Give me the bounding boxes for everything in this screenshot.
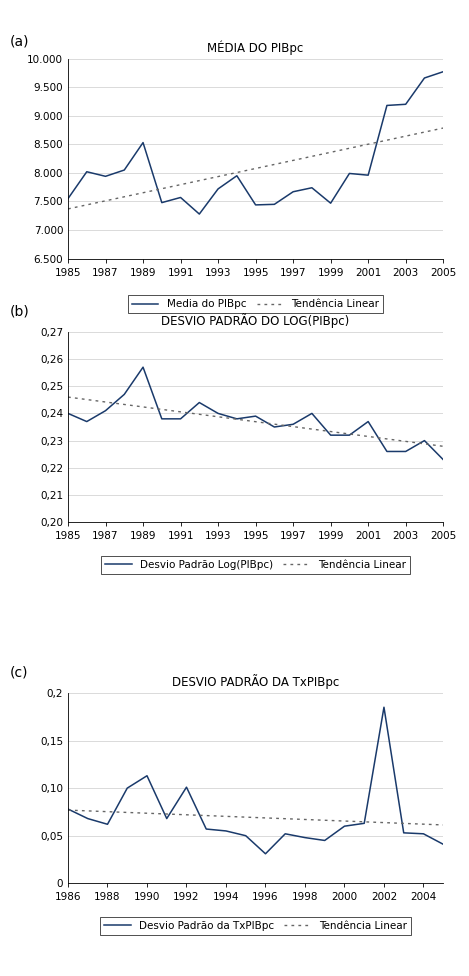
Legend: Desvio Padrão da TxPIBpc, Tendência Linear: Desvio Padrão da TxPIBpc, Tendência Line…: [100, 916, 411, 935]
Title: MÉDIA DO PIBpc: MÉDIA DO PIBpc: [207, 40, 304, 55]
Text: (c): (c): [9, 666, 28, 679]
Text: (b): (b): [9, 305, 29, 318]
Title: DESVIO PADRÃO DO LOG(PIBpc): DESVIO PADRÃO DO LOG(PIBpc): [161, 313, 350, 328]
Title: DESVIO PADRÃO DA TxPIBpc: DESVIO PADRÃO DA TxPIBpc: [172, 674, 339, 689]
Legend: Media do PIBpc, Tendência Linear: Media do PIBpc, Tendência Linear: [128, 295, 383, 313]
Text: (a): (a): [9, 34, 29, 48]
Legend: Desvio Padrão Log(PIBpc), Tendência Linear: Desvio Padrão Log(PIBpc), Tendência Line…: [101, 555, 410, 574]
